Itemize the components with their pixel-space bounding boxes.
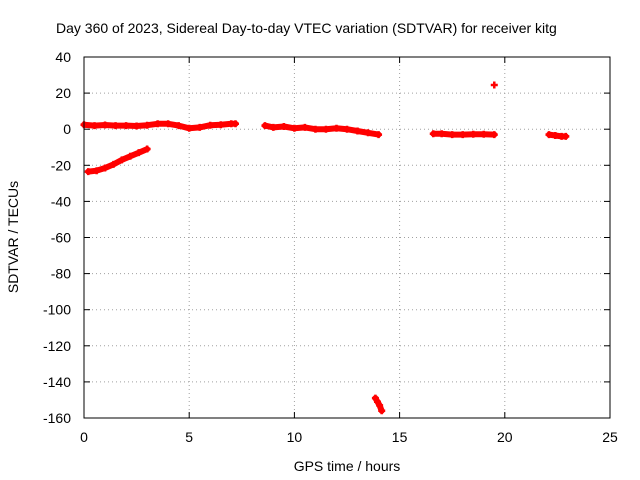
data-segment-0: [81, 120, 239, 132]
x-tick-label: 15: [392, 429, 408, 445]
data-point: [135, 149, 143, 157]
data-point: [118, 156, 126, 164]
data-point: [551, 132, 559, 140]
y-tick-label: 0: [63, 121, 71, 137]
data-point: [490, 131, 498, 139]
data-point: [217, 121, 225, 129]
data-point: [376, 401, 384, 409]
data-point: [364, 129, 372, 137]
data-point: [448, 131, 456, 139]
data-point: [354, 127, 362, 135]
data-point: [490, 81, 498, 89]
data-point: [269, 123, 277, 131]
data-points: [80, 81, 570, 415]
y-tick-label: -160: [43, 410, 71, 426]
x-tick-label: 0: [80, 429, 88, 445]
data-point: [562, 132, 570, 140]
data-point: [374, 398, 382, 406]
data-point: [290, 124, 298, 132]
data-point: [122, 122, 130, 130]
data-point: [261, 122, 269, 130]
y-tick-label: 20: [55, 85, 71, 101]
x-tick-label: 5: [185, 429, 193, 445]
data-point: [311, 125, 319, 133]
data-point: [343, 125, 351, 133]
axis-ticks: 0 5 10 15 20 25 40 20 0 -20 -40 -60 -80 -100 -120 -140 -…: [43, 49, 618, 445]
data-point: [378, 407, 386, 415]
data-point: [301, 123, 309, 131]
data-point: [231, 120, 239, 128]
data-point: [371, 394, 379, 402]
data-point: [175, 122, 183, 130]
data-point: [322, 125, 330, 133]
chart-title: Day 360 of 2023, Sidereal Day-to-day VTE…: [56, 20, 557, 36]
data-point: [469, 130, 477, 138]
x-axis-label: GPS time / hours: [294, 458, 401, 474]
data-point: [375, 131, 383, 139]
data-point: [480, 130, 488, 138]
data-point: [91, 122, 99, 130]
data-point: [185, 124, 193, 132]
data-point: [459, 131, 467, 139]
data-point: [143, 121, 151, 129]
x-tick-label: 10: [287, 429, 303, 445]
x-tick-label: 25: [602, 429, 618, 445]
data-point: [84, 168, 92, 176]
data-point: [112, 122, 120, 130]
data-point: [126, 152, 134, 160]
data-point: [164, 120, 172, 128]
grid: [84, 57, 610, 418]
y-tick-label: -140: [43, 374, 71, 390]
data-point: [133, 122, 141, 130]
data-point: [429, 130, 437, 138]
data-point: [280, 122, 288, 130]
data-point: [196, 123, 204, 131]
data-point: [93, 167, 101, 175]
data-point: [438, 130, 446, 138]
data-point: [545, 131, 553, 139]
data-point: [332, 124, 340, 132]
plot-frame: [83, 56, 611, 419]
y-tick-label: -20: [51, 157, 71, 173]
y-tick-label: -40: [51, 193, 71, 209]
y-tick-label: -100: [43, 302, 71, 318]
data-point: [206, 121, 214, 129]
x-tick-label: 20: [497, 429, 513, 445]
data-point: [154, 120, 162, 128]
data-point: [109, 160, 117, 168]
y-tick-label: -80: [51, 266, 71, 282]
data-point: [101, 121, 109, 129]
y-tick-label: 40: [55, 49, 71, 65]
data-point: [143, 145, 151, 153]
data-point: [101, 164, 109, 172]
y-tick-label: -60: [51, 230, 71, 246]
y-axis-label: SDTVAR / TECUs: [5, 181, 21, 293]
y-tick-label: -120: [43, 338, 71, 354]
